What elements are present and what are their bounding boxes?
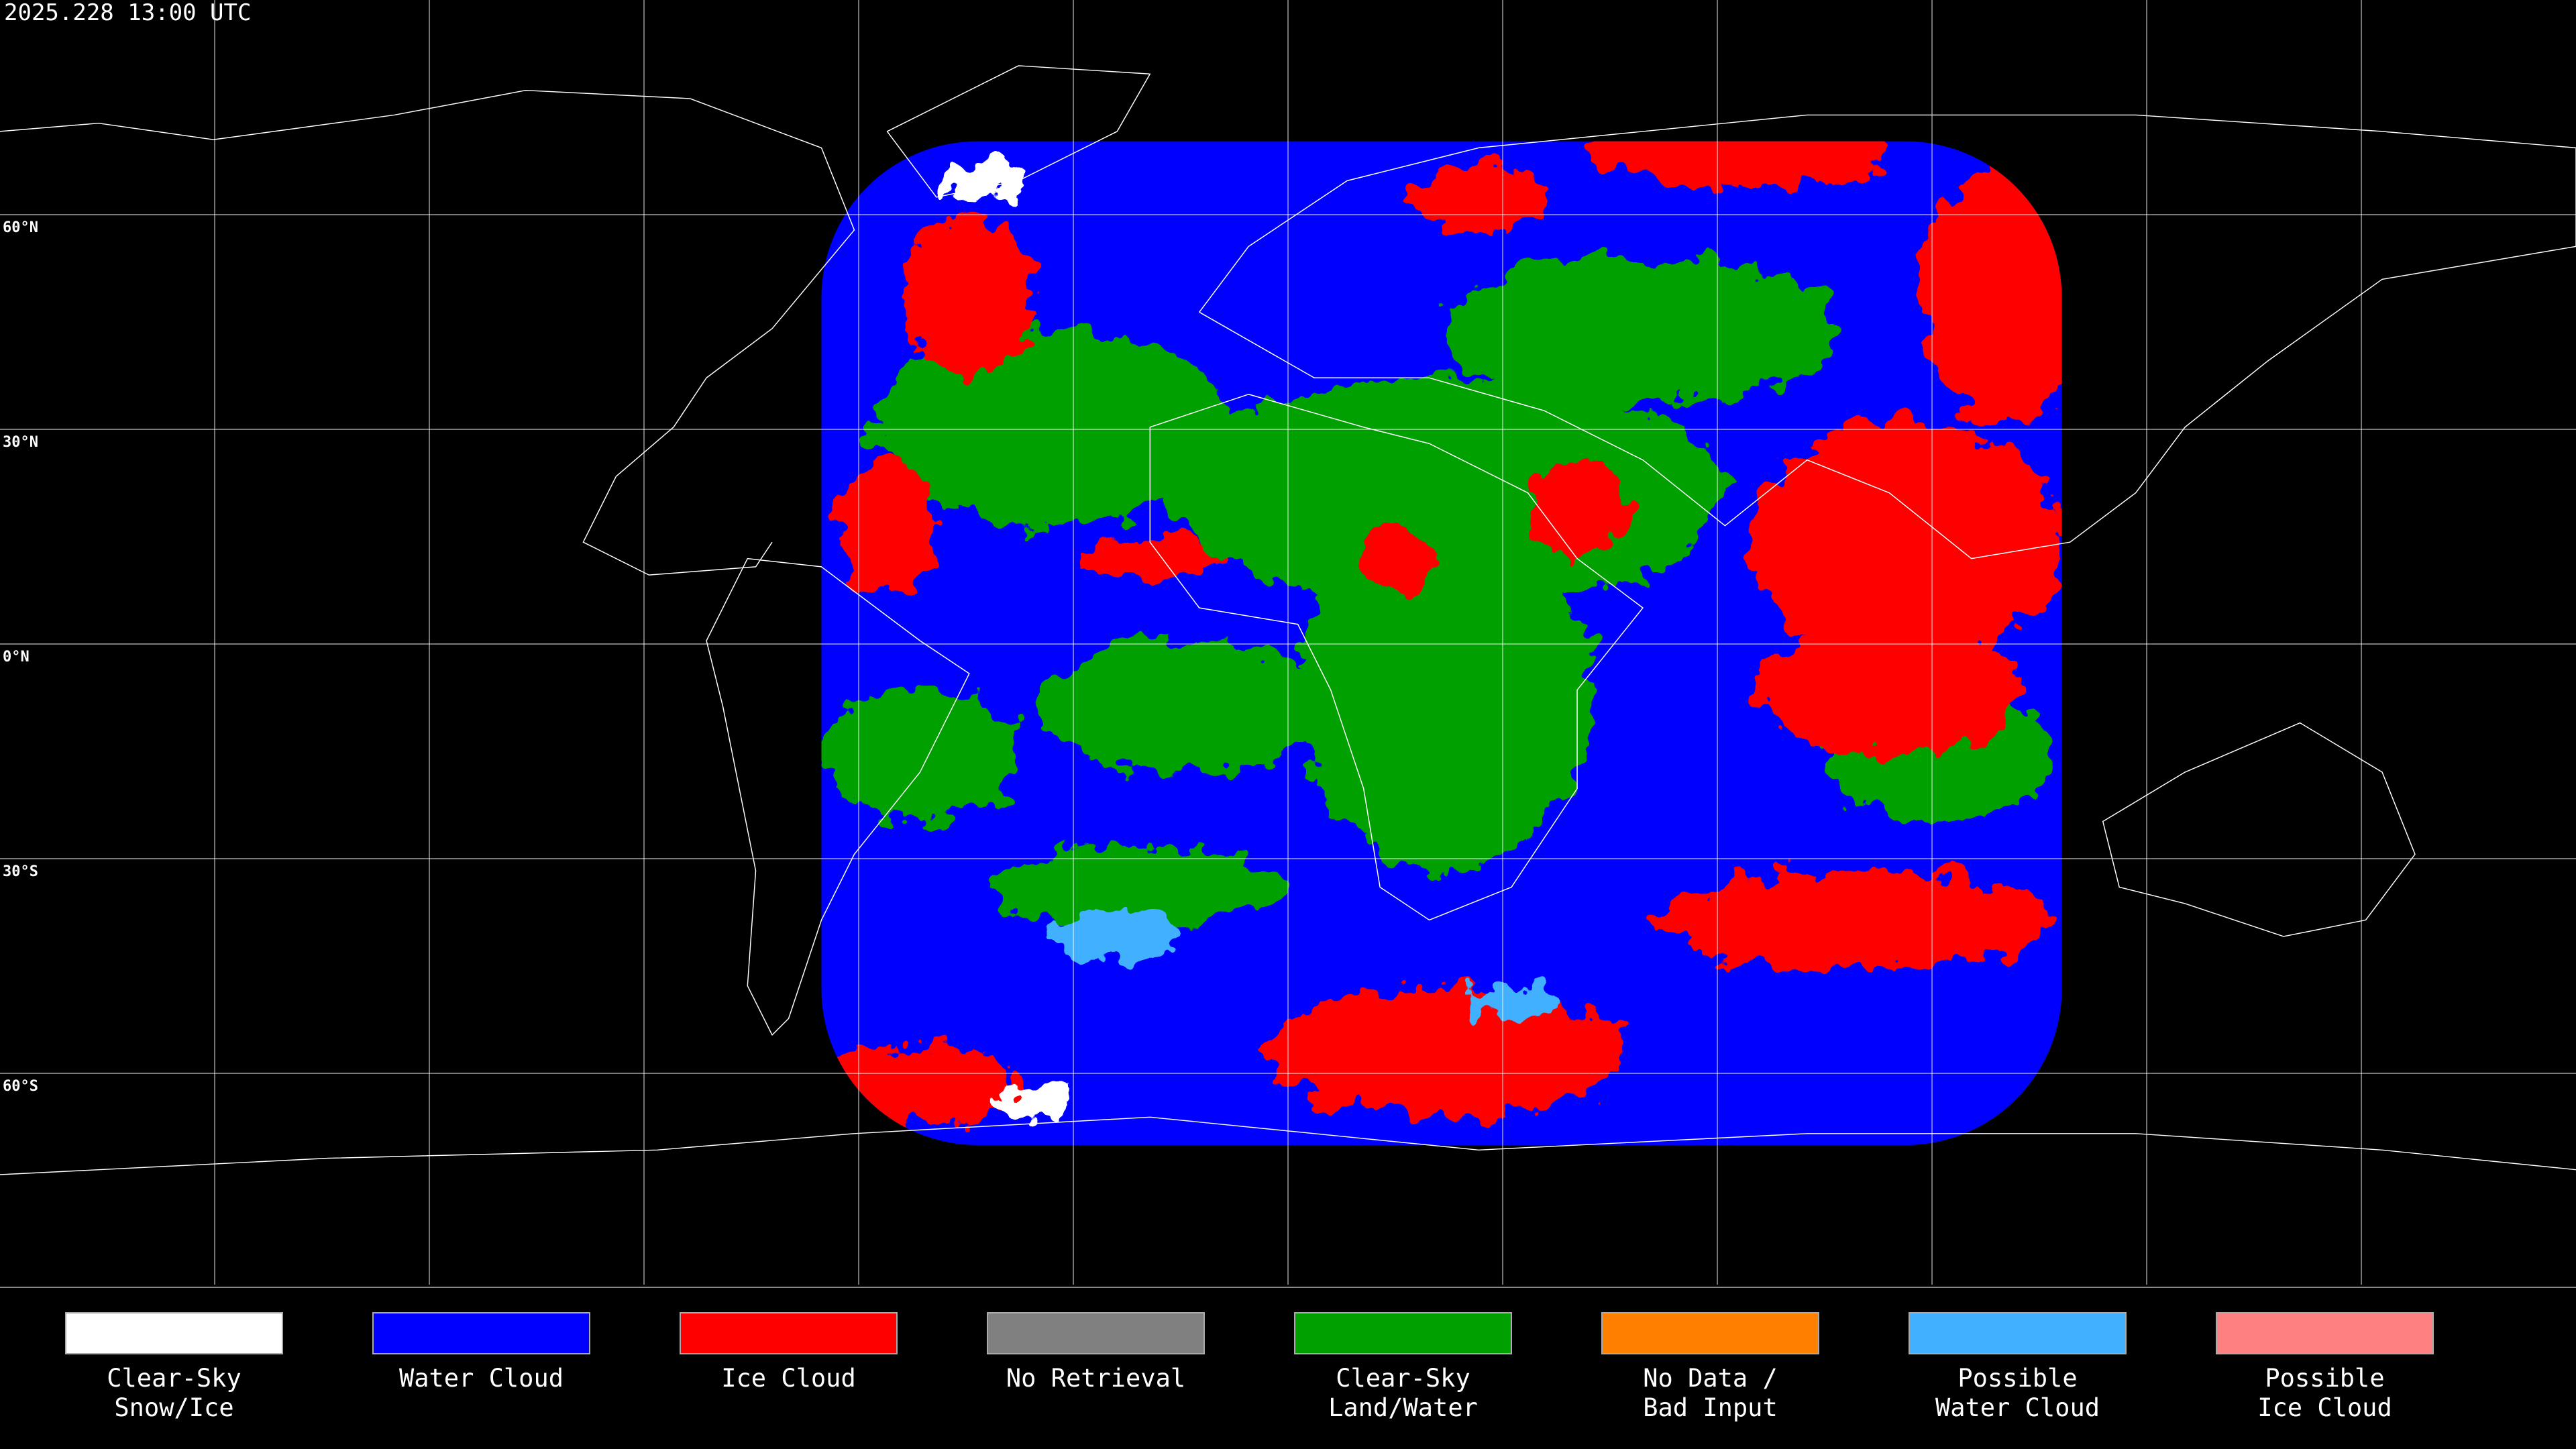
legend-label: Bad Input xyxy=(1643,1393,1777,1422)
legend-label: Water Cloud xyxy=(399,1364,564,1393)
legend-swatch xyxy=(680,1312,898,1354)
legend-label: Snow/Ice xyxy=(114,1393,233,1422)
latitude-label: 30°N xyxy=(3,434,38,451)
legend-label: No Retrieval xyxy=(1006,1364,1185,1393)
legend-swatch xyxy=(987,1312,1205,1354)
legend-label: Clear-Sky xyxy=(107,1364,241,1393)
legend-label: Ice Cloud xyxy=(2257,1393,2392,1422)
graticule xyxy=(0,0,2576,1285)
latitude-label: 60°N xyxy=(3,219,38,236)
legend-swatch xyxy=(1601,1312,1819,1354)
legend-swatch xyxy=(1909,1312,2127,1354)
legend-label: Possible xyxy=(1957,1364,2077,1393)
legend-swatch xyxy=(2216,1312,2434,1354)
legend-swatch xyxy=(1294,1312,1512,1354)
legend-label: Land/Water xyxy=(1328,1393,1478,1422)
legend-label: Clear-Sky xyxy=(1336,1364,1470,1393)
legend-label: Possible xyxy=(2265,1364,2384,1393)
legend-swatch xyxy=(372,1312,590,1354)
latitude-label: 30°S xyxy=(3,863,38,880)
map-art xyxy=(0,0,2576,1285)
legend-label: Ice Cloud xyxy=(721,1364,855,1393)
legend-label: No Data / xyxy=(1643,1364,1777,1393)
legend-label: Water Cloud xyxy=(1935,1393,2100,1422)
cloud-phase-imagery xyxy=(821,141,2062,1145)
latitude-labels: 60°N 30°N 0°N 30°S 60°S xyxy=(3,219,38,1095)
legend-swatch xyxy=(65,1312,283,1354)
latitude-label: 0°N xyxy=(3,649,30,665)
latitude-label: 60°S xyxy=(3,1078,38,1095)
coastlines xyxy=(0,65,2576,1175)
timestamp: 2025.228 13:00 UTC xyxy=(4,0,251,26)
